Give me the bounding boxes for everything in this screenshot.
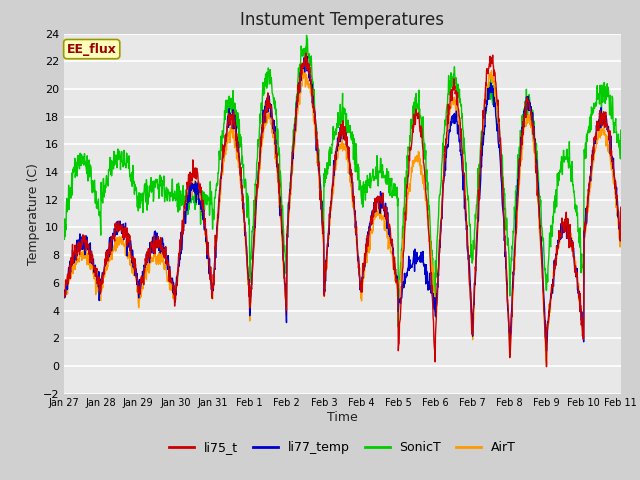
Title: Instument Temperatures: Instument Temperatures [241,11,444,29]
Y-axis label: Temperature (C): Temperature (C) [27,163,40,264]
Legend: li75_t, li77_temp, SonicT, AirT: li75_t, li77_temp, SonicT, AirT [164,436,521,459]
Text: EE_flux: EE_flux [67,43,116,56]
X-axis label: Time: Time [327,411,358,424]
